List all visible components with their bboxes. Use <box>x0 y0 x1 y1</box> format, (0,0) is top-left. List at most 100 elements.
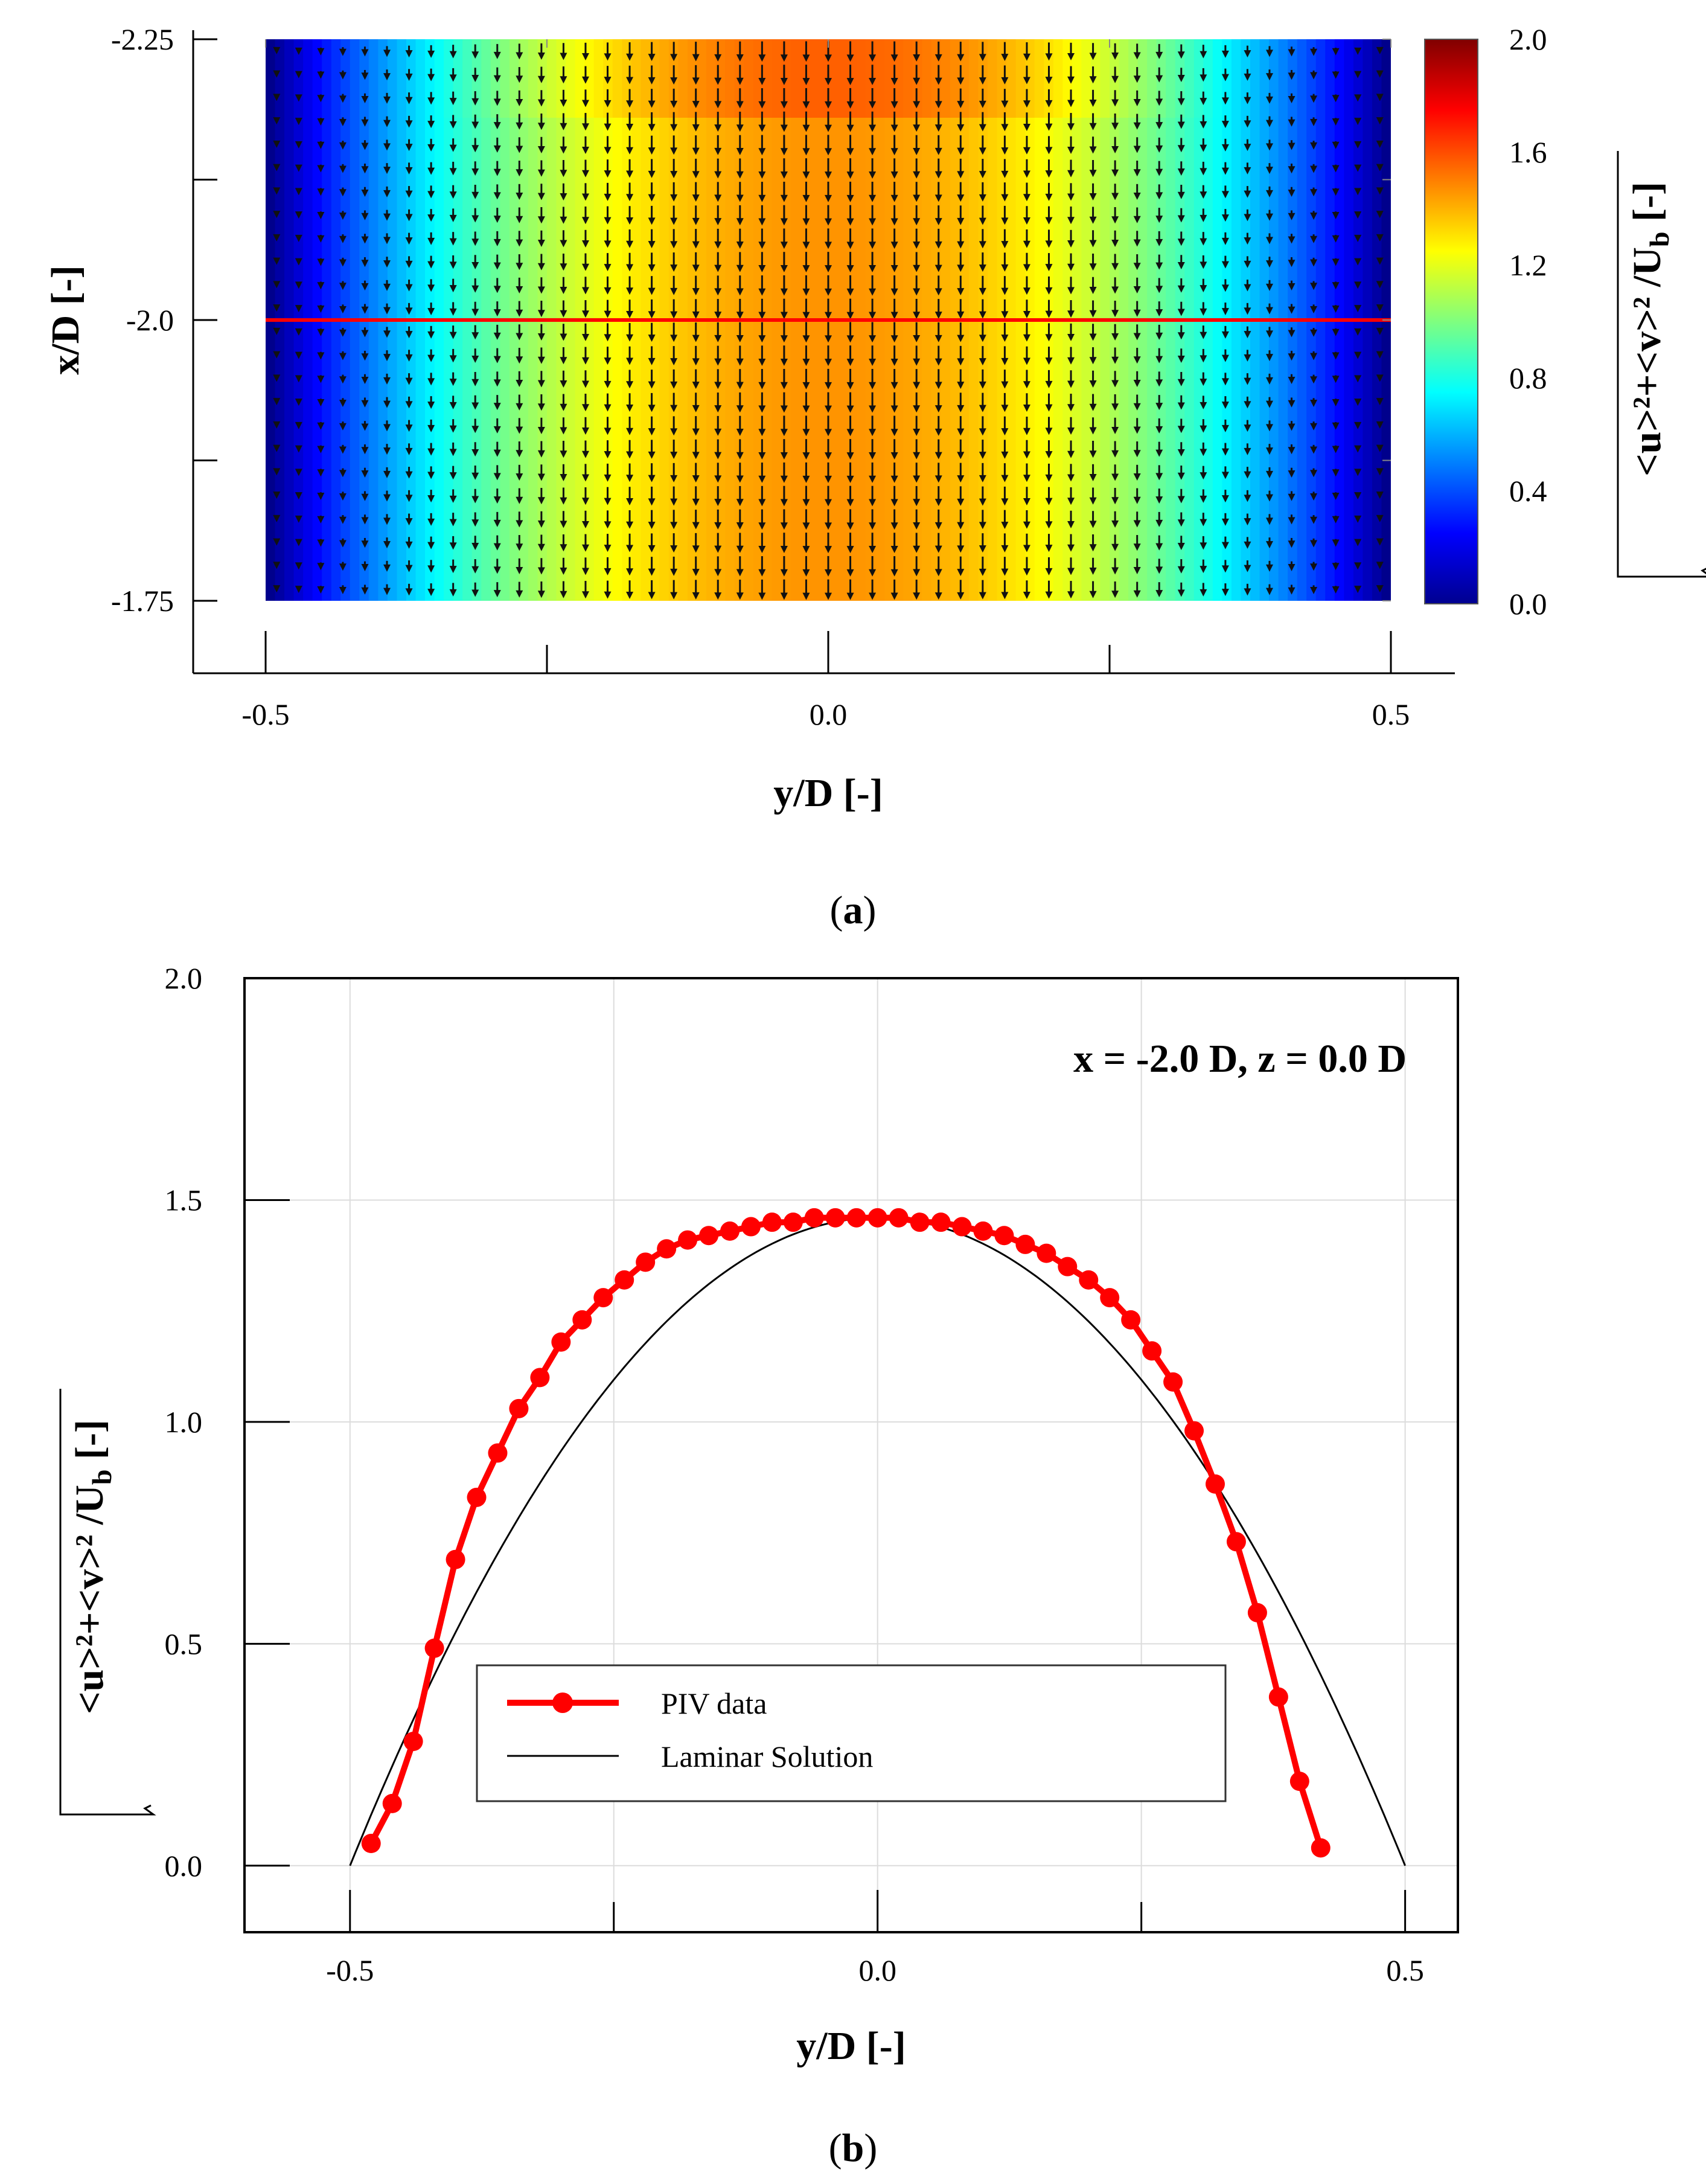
vector-head <box>1288 260 1295 267</box>
vector-head <box>604 170 612 178</box>
vector-head <box>913 242 921 249</box>
a-x-tick-label: 0.0 <box>810 697 848 731</box>
vector-head <box>1332 71 1340 79</box>
vector-head <box>471 356 479 363</box>
vector-head <box>692 569 700 577</box>
b-sqrt-sign <box>59 1389 156 1816</box>
vector-head <box>361 190 369 197</box>
field-cell <box>519 118 529 601</box>
vector-head <box>339 283 347 290</box>
vector-head <box>1332 188 1340 196</box>
vector-head <box>317 586 325 594</box>
vector-head <box>1001 287 1009 295</box>
vector-head <box>537 99 545 107</box>
vector-head <box>934 124 942 132</box>
vector-head <box>1023 381 1030 389</box>
vector-head <box>1288 353 1295 361</box>
vector-head <box>780 592 788 600</box>
vector-head <box>648 381 656 389</box>
vector-head <box>714 218 722 226</box>
vector-head <box>1354 188 1362 196</box>
vector-head <box>1288 493 1295 501</box>
vector-head <box>1177 332 1185 340</box>
vector-head <box>626 124 634 132</box>
vector-head <box>736 405 744 413</box>
vector-head <box>1133 192 1141 200</box>
vector-head <box>295 94 302 102</box>
vector-head <box>626 194 634 202</box>
vector-head <box>869 78 877 86</box>
vector-head <box>802 359 810 367</box>
vector-head <box>626 264 634 272</box>
vector-head <box>537 216 545 224</box>
vector-head <box>273 351 281 359</box>
vector-head <box>1200 402 1207 409</box>
vector-head <box>405 447 413 455</box>
vector-head <box>339 586 347 594</box>
vector-head <box>890 522 898 530</box>
vector-head <box>934 382 942 389</box>
vector-head <box>648 522 656 530</box>
vector-head <box>1221 50 1229 58</box>
vector-head <box>1244 565 1251 572</box>
vector-head <box>449 519 457 527</box>
caption-b: (b) <box>828 2126 878 2170</box>
vector-head <box>714 358 722 366</box>
vector-head <box>1200 425 1207 433</box>
vector-head <box>449 144 457 152</box>
vector-head <box>383 330 391 338</box>
a-y-tick-label: -2.25 <box>111 22 174 56</box>
vector-head <box>1221 472 1229 479</box>
vector-head <box>1111 450 1119 458</box>
vector-head <box>648 335 656 342</box>
vector-head <box>1265 400 1273 408</box>
vector-head <box>714 312 722 319</box>
vector-head <box>604 474 612 482</box>
vector-head <box>890 499 898 507</box>
vector-head <box>560 427 567 435</box>
vector-head <box>626 334 634 342</box>
vector-head <box>1111 403 1119 411</box>
field-cell <box>368 118 379 601</box>
vector-head <box>1133 496 1141 504</box>
vector-head <box>869 546 877 554</box>
vector-head <box>516 309 523 317</box>
velocity-vectors <box>273 41 1384 600</box>
vector-head <box>869 359 877 367</box>
vector-head <box>361 377 369 385</box>
vector-head <box>1376 304 1384 312</box>
vector-head <box>383 307 391 315</box>
colorbar-ticks: 0.0 0.4 0.8 1.2 1.6 2.0 <box>1509 22 1547 621</box>
vector-head <box>714 77 722 85</box>
vector-head <box>1244 167 1251 175</box>
vector-head <box>1200 472 1207 480</box>
vector-head <box>1133 333 1141 341</box>
vector-head <box>1310 540 1318 548</box>
piv-data-point <box>1268 1687 1288 1707</box>
vector-head <box>979 452 986 460</box>
vector-head <box>957 382 965 389</box>
vector-head <box>604 591 612 599</box>
vector-head <box>1244 73 1251 81</box>
vector-head <box>317 399 325 407</box>
vector-head <box>560 591 567 598</box>
vector-head <box>714 428 722 436</box>
vector-head <box>1265 564 1273 572</box>
vector-head <box>405 401 413 409</box>
vector-head <box>317 95 325 103</box>
piv-data-point <box>509 1398 529 1418</box>
vector-head <box>957 194 965 202</box>
field-cell <box>706 118 717 601</box>
field-cell-top <box>959 39 970 118</box>
vector-head <box>295 539 302 546</box>
vector-head <box>1089 170 1097 178</box>
a-y-tick-label: -2.0 <box>126 303 174 337</box>
field-cell <box>1250 118 1260 601</box>
vector-head <box>1376 187 1384 195</box>
vector-head <box>692 124 700 132</box>
vector-head <box>1265 354 1273 362</box>
vector-head <box>1288 119 1295 127</box>
vector-head <box>317 48 325 56</box>
vector-head <box>604 451 612 459</box>
vector-head <box>802 499 810 507</box>
